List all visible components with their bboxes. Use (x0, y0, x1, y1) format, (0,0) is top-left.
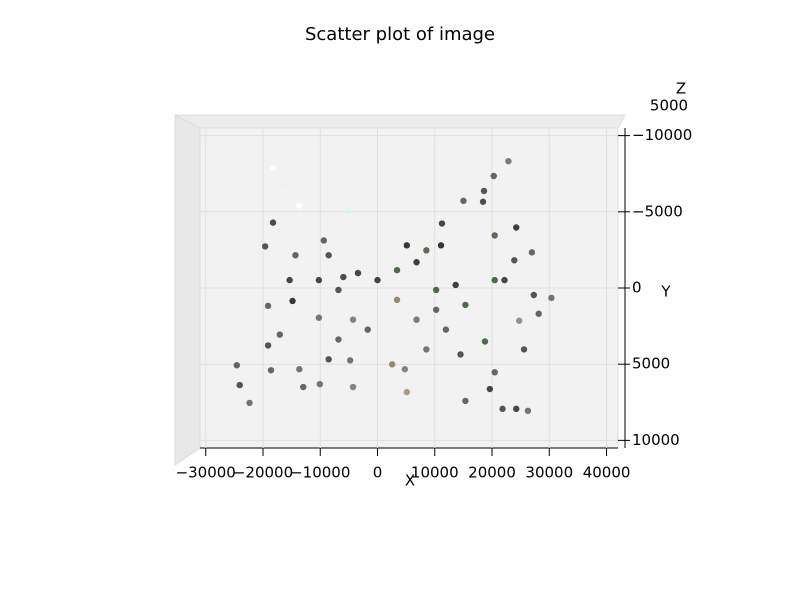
point (491, 369, 498, 376)
grid (200, 128, 618, 448)
point (432, 306, 440, 313)
point (393, 266, 401, 274)
point (513, 224, 520, 231)
point (340, 273, 347, 281)
point (457, 351, 464, 358)
x-tick-label: 20000 (468, 464, 516, 482)
point (438, 220, 446, 227)
point (452, 281, 459, 289)
y-tick-label: −5000 (632, 202, 683, 220)
point (276, 331, 284, 338)
point (423, 247, 430, 254)
point (393, 296, 401, 304)
point (296, 202, 303, 209)
point (315, 276, 323, 284)
point (413, 259, 420, 266)
x-axis-label: X (405, 472, 415, 490)
point (269, 219, 277, 226)
points (233, 158, 555, 415)
point (403, 388, 411, 396)
point (501, 276, 508, 284)
chart-title: Scatter plot of image (305, 24, 495, 45)
point (486, 385, 494, 393)
x-tick-label: −30000 (176, 464, 236, 482)
point (315, 314, 323, 321)
z-axis-label: Z (676, 80, 686, 98)
point (233, 362, 241, 369)
point (316, 380, 324, 388)
point (442, 326, 450, 333)
point (511, 257, 518, 264)
point (528, 249, 536, 256)
x-tick-label: 10000 (411, 464, 459, 482)
point (423, 346, 430, 353)
point (388, 361, 396, 368)
point (491, 232, 498, 239)
point (346, 357, 354, 364)
z-tick-label: 5000 (650, 97, 688, 115)
point (335, 286, 342, 294)
point (432, 286, 440, 294)
point (374, 276, 381, 284)
point (490, 172, 497, 180)
y-tick-label: 10000 (632, 431, 680, 449)
side-pane (174, 114, 201, 466)
point (349, 316, 357, 323)
point (364, 326, 371, 333)
point (236, 381, 243, 389)
point (264, 302, 272, 310)
point (296, 366, 303, 373)
point (491, 276, 498, 284)
x-tick-label: 40000 (583, 464, 631, 482)
point (460, 197, 467, 205)
point (462, 301, 469, 309)
y-axis-label: Y (660, 283, 671, 301)
point (462, 397, 469, 405)
point (286, 276, 293, 284)
point (269, 164, 277, 172)
point (289, 297, 296, 305)
point (261, 243, 269, 250)
x-tick-label: 30000 (525, 464, 573, 482)
point (320, 237, 327, 244)
point (335, 336, 342, 343)
point (267, 367, 275, 374)
point (325, 356, 332, 363)
point (401, 366, 409, 373)
top-pane (174, 114, 626, 129)
point (325, 252, 332, 259)
point (349, 383, 357, 391)
point (530, 291, 538, 299)
point (520, 346, 528, 353)
point (480, 187, 488, 195)
point (481, 338, 489, 345)
point (264, 342, 272, 349)
x-tick-label: −10000 (290, 464, 350, 482)
point (413, 316, 420, 323)
x-tick-label: 0 (373, 464, 383, 482)
x-tick-label: −20000 (233, 464, 293, 482)
point (344, 207, 352, 214)
y-tick-label: −10000 (632, 126, 692, 144)
point (354, 269, 362, 277)
point (403, 242, 411, 249)
y-tick-label: 5000 (632, 355, 670, 373)
point (513, 405, 520, 413)
point (499, 405, 506, 413)
point (548, 294, 555, 302)
point (281, 187, 288, 195)
y-tick-label: 0 (632, 279, 642, 297)
point (292, 252, 299, 259)
point (246, 399, 253, 407)
point (535, 310, 542, 317)
point (300, 383, 307, 391)
point (479, 198, 487, 205)
point (524, 407, 532, 415)
point (505, 158, 512, 165)
point (437, 242, 445, 249)
point (515, 317, 523, 324)
